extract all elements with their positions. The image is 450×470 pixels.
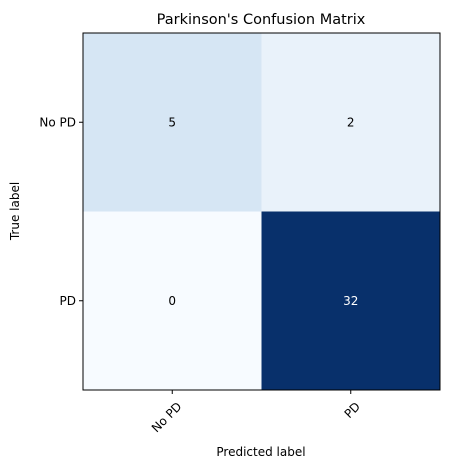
x-tick-label-0: No PD [149, 399, 185, 435]
cell-value-1-1: 32 [343, 294, 358, 308]
x-tick-label-1: PD [342, 399, 364, 421]
cell-value-1-0: 0 [168, 294, 176, 308]
x-axis-ticks: No PD PD [149, 390, 363, 435]
cell-value-0-0: 5 [168, 115, 176, 129]
chart-title: Parkinson's Confusion Matrix [157, 12, 366, 28]
heatmap-cells [83, 33, 440, 390]
y-tick-label-1: PD [60, 294, 76, 308]
y-axis-ticks: No PD PD [39, 115, 83, 308]
y-axis-label: True label [8, 182, 22, 241]
y-tick-label-0: No PD [39, 115, 76, 129]
cell-value-0-1: 2 [347, 115, 355, 129]
x-axis-label: Predicted label [216, 445, 305, 459]
